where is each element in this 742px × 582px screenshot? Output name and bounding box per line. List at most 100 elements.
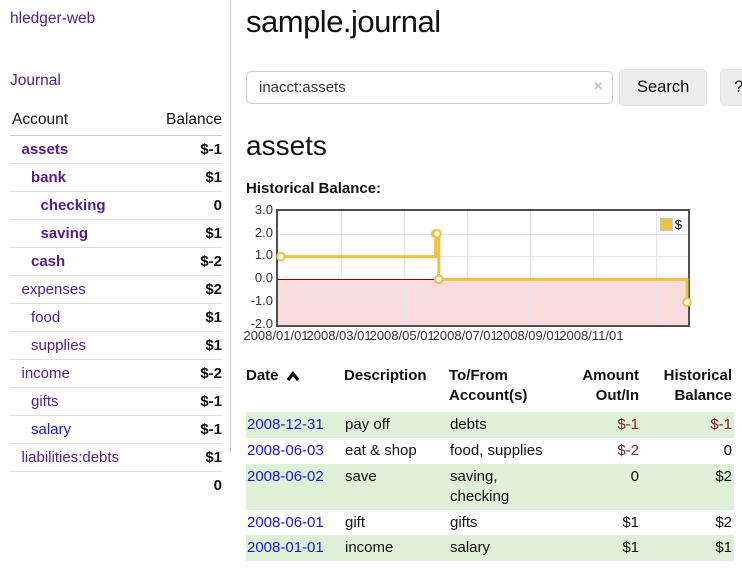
- register-row: 2008-06-01 gift gifts $1 $2: [246, 510, 734, 536]
- register-balance-cell: $1: [715, 539, 732, 557]
- register-row: 2008-12-31 pay off debts $-1 $-1: [246, 412, 734, 439]
- register-date-cell: 2008-06-03: [246, 438, 344, 464]
- account-cell: checking: [10, 191, 149, 220]
- search-input[interactable]: [246, 71, 613, 105]
- account-link[interactable]: salary: [31, 421, 72, 438]
- account-balance: $-1: [148, 415, 222, 444]
- account-balance: $1: [148, 303, 222, 332]
- register-table: Date Description To/From Account(s) Amou…: [246, 366, 734, 562]
- register-date-cell: 2008-06-01: [246, 510, 344, 536]
- sidebar: hledger-web Journal Account Balance asse…: [0, 0, 231, 499]
- account-row: saving $1: [10, 219, 222, 248]
- account-row: liabilities:debts $1: [10, 443, 222, 472]
- legend-swatch-icon: [659, 217, 673, 231]
- help-button[interactable]: ?: [720, 69, 742, 107]
- main-content: sample.journal × Search ? assets Histori…: [231, 0, 742, 562]
- accounts-total-value: 0: [148, 471, 222, 499]
- register-accounts-cell: food, supplies: [450, 442, 543, 460]
- account-balance: $-1: [148, 387, 222, 416]
- account-link[interactable]: liabilities:debts: [21, 449, 120, 466]
- account-row: food $1: [10, 303, 222, 332]
- register-date-cell: 2008-12-31: [246, 412, 344, 438]
- chart-gridline: [278, 233, 688, 235]
- account-row: gifts $-1: [10, 387, 222, 416]
- sort-chevron-up-icon: [286, 370, 299, 381]
- chart-gridline: [278, 256, 688, 258]
- chart-data-point: [432, 228, 442, 239]
- accounts-total-spacer: [10, 471, 149, 499]
- brand-link[interactable]: hledger-web: [10, 10, 96, 27]
- register-table-body: 2008-12-31 pay off debts $-1 $-1 2008-06…: [246, 412, 734, 562]
- account-link[interactable]: bank: [31, 169, 67, 186]
- register-accounts-cell: salary: [450, 539, 491, 557]
- register-balance-cell: $2: [715, 513, 732, 531]
- register-header-balance: Historical Balance: [663, 366, 732, 405]
- chart-data-point: [434, 274, 444, 285]
- account-link[interactable]: assets: [21, 141, 69, 158]
- account-link[interactable]: expenses: [21, 281, 86, 298]
- chart-ytick: 3.0: [254, 201, 273, 217]
- chart-xtick: 2008/09/01: [495, 327, 561, 343]
- register-balance-cell: $2: [715, 467, 732, 485]
- transaction-date-link[interactable]: 2008-06-01: [247, 513, 324, 531]
- chart-xtick: 2008/01/01: [243, 327, 309, 343]
- transaction-date-link[interactable]: 2008-01-01: [247, 539, 324, 557]
- register-description-cell: eat & shop: [345, 442, 417, 460]
- account-link[interactable]: supplies: [31, 337, 87, 354]
- account-row: income $-2: [10, 359, 222, 388]
- account-cell: expenses: [10, 275, 149, 304]
- account-balance: $2: [148, 275, 222, 304]
- account-link[interactable]: saving: [40, 225, 89, 242]
- chart-xtick: 2008/05/01: [369, 327, 435, 343]
- accounts-header-balance: Balance: [148, 111, 222, 136]
- historical-balance-chart: $ 3.0 2.0 1.0 0.0 -1.0 -2.0 2008/01/01 2008/03/…: [243, 202, 742, 349]
- page-title: sample.journal: [246, 4, 441, 39]
- transaction-date-link[interactable]: 2008-12-31: [247, 416, 324, 434]
- account-link[interactable]: income: [21, 365, 70, 382]
- register-row: 2008-06-03 eat & shop food, supplies $-2…: [246, 438, 734, 464]
- legend-label: $: [674, 216, 682, 232]
- chart-gridline: [467, 210, 469, 325]
- account-cell: liabilities:debts: [10, 443, 149, 472]
- search-button[interactable]: Search: [619, 69, 708, 107]
- sidebar-item-journal[interactable]: Journal: [10, 72, 61, 89]
- chart-gridline: [278, 302, 688, 304]
- accounts-total-row: 0: [10, 471, 222, 499]
- account-link[interactable]: checking: [40, 197, 106, 214]
- chart-ytick: 0.0: [254, 270, 273, 286]
- chart-plot-area[interactable]: $: [276, 208, 692, 327]
- account-balance: $-2: [148, 359, 222, 388]
- chart-ytick: -1.0: [250, 293, 273, 309]
- chart-gridline: [530, 210, 532, 325]
- clear-search-icon[interactable]: ×: [593, 78, 603, 96]
- chart-ytick: 1.0: [254, 247, 273, 263]
- register-amount-cell: 0: [630, 467, 639, 485]
- register-accounts-cell: debts: [450, 416, 487, 434]
- chart-gridline: [656, 210, 658, 325]
- search-input-wrap: ×: [246, 71, 613, 105]
- account-link[interactable]: food: [31, 309, 61, 326]
- account-balance: $1: [148, 163, 222, 192]
- account-cell: salary: [10, 415, 149, 444]
- account-row: salary $-1: [10, 415, 222, 444]
- accounts-table: Account Balance assets $-1 bank $1 check…: [10, 111, 222, 499]
- register-row: 2008-01-01 income salary $1 $1: [246, 535, 734, 562]
- register-amount-cell: $-2: [617, 442, 639, 460]
- accounts-table-body: assets $-1 bank $1 checking 0 saving $1 …: [10, 135, 222, 472]
- transaction-date-link[interactable]: 2008-06-03: [247, 442, 324, 460]
- account-link[interactable]: gifts: [31, 393, 59, 410]
- chart-xtick: 2008/07/01: [432, 327, 498, 343]
- register-description-cell: gift: [345, 513, 366, 531]
- register-amount-cell: $1: [622, 539, 639, 557]
- account-balance: $1: [148, 219, 222, 248]
- register-balance-cell: $-1: [710, 416, 732, 434]
- account-balance: 0: [148, 191, 222, 220]
- account-balance: $1: [148, 443, 222, 472]
- register-header-date: Date: [246, 366, 344, 413]
- transaction-date-link[interactable]: 2008-06-02: [247, 467, 324, 485]
- register-description-cell: save: [345, 467, 377, 485]
- account-link[interactable]: cash: [31, 253, 66, 270]
- register-amount-cell: $-1: [617, 416, 639, 434]
- chart-ytick: 2.0: [254, 224, 273, 240]
- chart-gridline: [593, 210, 595, 325]
